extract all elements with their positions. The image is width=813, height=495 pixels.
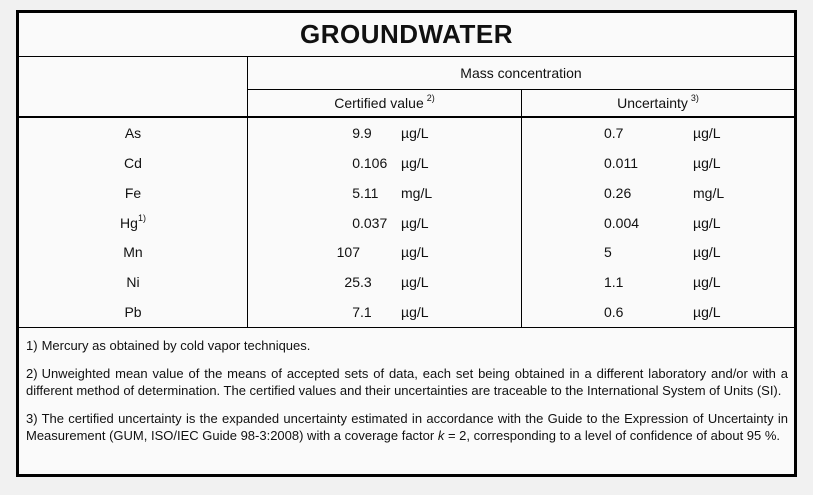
table-header: Mass concentration Certified value 2) Unc… [19,57,794,118]
footnote-marker: 3) [26,411,38,426]
certified-value: 5 [352,184,360,201]
certified-value-cell: 25.3 µg/L [248,267,522,298]
uncertainty-cell: 0.011 µg/L [522,148,794,178]
uncertainty-cell: 0.004 µg/L [522,208,794,238]
uncertainty-value: 0.011 [604,154,638,171]
certified-value: 107 [336,244,360,261]
certified-value-unit: µg/L [401,304,429,321]
uncertainty-value: 5 [604,244,612,261]
uncertainty-unit: µg/L [693,244,721,261]
footnote-marker: 1) [26,338,38,353]
element-footnote-ref: 1) [137,212,146,223]
element-symbol: Pb [19,297,248,328]
footnote-text-italic: k [437,428,445,443]
element-symbol: Fe [19,177,248,208]
sub-header-row: Certified value 2) Uncertainty 3) [248,90,794,116]
certified-value-cell: 0.106 µg/L [248,147,522,178]
certified-value-unit: µg/L [401,214,429,231]
table-row: Hg 1) 0.037 µg/L 0.004 µg/L [19,207,794,238]
uncertainty-cell: 0.6 µg/L [522,297,794,327]
footnote: 3) The certified uncertainty is the expan… [26,410,788,444]
footnote-text: = 2, corresponding to a level of confide… [444,428,781,443]
uncertainty-unit: µg/L [693,274,721,291]
certified-value-footnote-ref: 2) [426,93,435,103]
footnote: 2) Unweighted mean value of the means of … [26,365,788,399]
certified-value-unit: µg/L [401,244,429,261]
footnote: 1) Mercury as obtained by cold vapor tech… [26,337,788,354]
certified-value: 25 [344,274,360,291]
certified-value-unit: µg/L [401,274,429,291]
data-rows: As 9.9 µg/L 0.7 µg/L Cd 0.106 µg/L 0.011 µg/L Fe 5.… [19,118,794,328]
table-title: GROUNDWATER [19,13,794,57]
uncertainty-cell: 1.1 µg/L [522,267,794,297]
certified-value-cell: 7.1 µg/L [248,297,522,328]
certified-value-header-label: Certified value [334,95,424,111]
certified-value-fraction: .9 [360,124,372,141]
concentration-header-group: Mass concentration Certified value 2) Unc… [248,57,794,116]
uncertainty-footnote-ref: 3) [690,93,699,103]
uncertainty-value: 0.6 [604,304,624,321]
footnote-marker: 2) [26,366,38,381]
certified-value-fraction: .11 [360,184,379,201]
certified-value-fraction: .1 [360,304,372,321]
element-symbol: Mn [19,237,248,268]
uncertainty-cell: 5 µg/L [522,237,794,267]
certified-value-cell: 0.037 µg/L [248,207,522,238]
uncertainty-cell: 0.26 mg/L [522,178,794,208]
table-row: Pb 7.1 µg/L 0.6 µg/L [19,297,794,328]
element-symbol: Hg 1) [19,207,248,238]
footnote-text: Unweighted mean value of the means of ac… [26,366,788,398]
element-column-header-empty [19,57,248,116]
table-row: As 9.9 µg/L 0.7 µg/L [19,118,794,148]
certified-value: 7 [352,304,360,321]
table-row: Cd 0.106 µg/L 0.011 µg/L [19,147,794,178]
uncertainty-value: 0.004 [604,214,640,231]
uncertainty-value: 1.1 [604,274,624,291]
table-row: Ni 25.3 µg/L 1.1 µg/L [19,267,794,298]
uncertainty-unit: mg/L [693,184,725,201]
certified-value-fraction: .106 [360,154,388,171]
certified-value-cell: 5.11 mg/L [248,177,522,208]
uncertainty-header-label: Uncertainty [617,95,688,111]
uncertainty-unit: µg/L [693,154,721,171]
certified-value-unit: µg/L [401,154,429,171]
certified-value-fraction: .037 [360,214,388,231]
uncertainty-value: 0.26 [604,184,632,201]
uncertainty-unit: µg/L [693,124,721,141]
footnote-text: Mercury as obtained by cold vapor techni… [41,338,311,353]
element-symbol: As [19,118,248,148]
certified-value-header: Certified value 2) [248,90,522,116]
uncertainty-cell: 0.7 µg/L [522,118,794,148]
certified-value-unit: µg/L [401,124,429,141]
certified-value: 0 [352,154,360,171]
uncertainty-header: Uncertainty 3) [522,90,794,116]
element-symbol: Cd [19,147,248,178]
element-symbol: Ni [19,267,248,298]
groundwater-certificate-table: GROUNDWATER Mass concentration Certified… [16,10,797,477]
certified-value-fraction: .3 [360,274,372,291]
mass-concentration-header: Mass concentration [248,57,794,90]
footnote-text: The certified uncertainty is the expande… [26,411,788,443]
certified-value-unit: mg/L [401,184,433,201]
table-row: Fe 5.11 mg/L 0.26 mg/L [19,177,794,208]
uncertainty-value: 0.7 [604,124,624,141]
certified-value: 9 [352,124,360,141]
uncertainty-unit: µg/L [693,304,721,321]
uncertainty-unit: µg/L [693,214,721,231]
footnotes: 1) Mercury as obtained by cold vapor tech… [19,328,794,444]
certified-value: 0 [352,214,360,231]
table-row: Mn 107 µg/L 5 µg/L [19,237,794,268]
certified-value-cell: 9.9 µg/L [248,118,522,148]
certified-value-cell: 107 µg/L [248,237,522,268]
